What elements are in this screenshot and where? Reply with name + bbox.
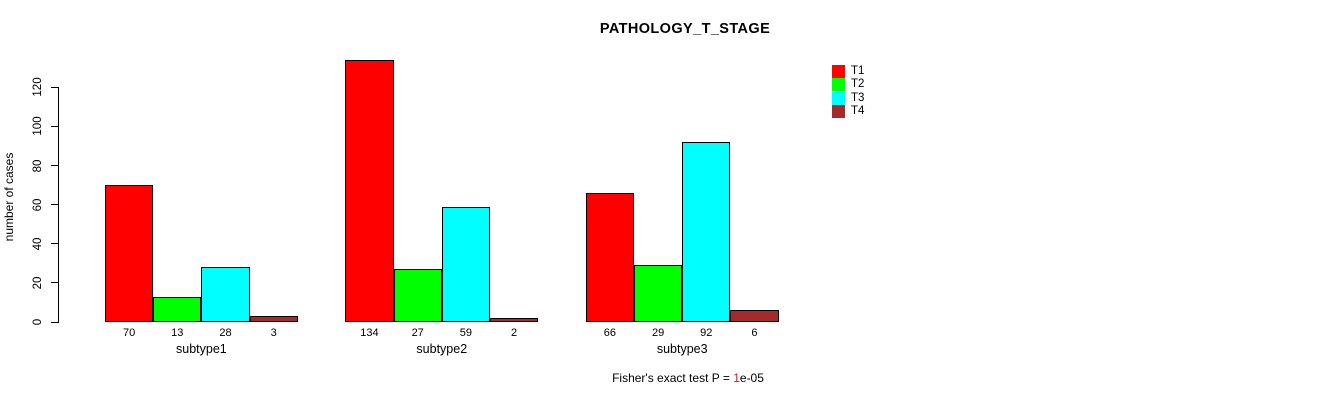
legend-swatch-t1 [832,64,845,78]
bar-t1-subtype3 [585,192,634,322]
y-axis-tick-label: 40 [32,237,44,251]
x-category-label-subtype3: subtype3 [656,342,708,356]
bar-t1-subtype1 [105,185,154,322]
legend-label: T3 [851,91,865,104]
bar-t3-subtype3 [682,142,731,322]
y-axis-tick-label: 0 [32,318,44,326]
bar-value-label: 27 [411,327,424,339]
legend-swatch-t3 [832,91,845,105]
bar-value-label: 92 [700,327,713,339]
bar-t3-subtype2 [441,206,490,322]
y-axis-tick [51,243,58,245]
bar-t4-subtype3 [730,310,779,322]
bar-t4-subtype1 [249,316,298,322]
y-axis-tick-label: 80 [32,159,44,172]
bar-t2-subtype2 [393,269,442,322]
bar-value-label: 59 [459,327,473,339]
bar-value-label: 3 [270,327,277,339]
chart-title: PATHOLOGY_T_STAGE [599,21,771,37]
bar-value-label: 28 [219,327,232,339]
fisher-p-value: 1 [733,371,740,385]
bar-value-label: 29 [651,327,665,339]
y-axis-tick [51,86,58,88]
y-axis-tick [51,125,58,127]
y-axis-tick [51,165,58,166]
bar-value-label: 66 [603,327,617,339]
fisher-note-suffix: e-05 [739,371,764,385]
legend-label: T2 [851,78,865,91]
bar-value-label: 70 [122,327,136,339]
bar-value-label: 2 [511,327,518,339]
y-axis-line [58,87,59,323]
bar-t2-subtype1 [153,296,202,322]
legend-item: T3 [832,91,865,105]
legend-swatch-t4 [832,105,845,119]
legend-item: T2 [832,78,865,92]
bar-value-label: 6 [751,327,758,339]
fisher-test-note: Fisher's exact test P = 1e-05 [612,371,764,385]
y-axis-tick-label: 20 [32,276,44,290]
bar-t1-subtype2 [345,59,394,322]
bar-t2-subtype3 [634,265,683,322]
bar-value-label: 134 [360,327,379,339]
y-axis-tick [51,321,58,323]
x-category-label-subtype1: subtype1 [176,342,227,356]
legend-swatch-t2 [832,78,845,92]
x-category-label-subtype2: subtype2 [416,342,468,356]
y-axis-tick-label: 100 [32,116,44,136]
y-axis-tick [51,282,58,284]
legend-item: T4 [832,105,865,119]
fisher-note-prefix: Fisher's exact test P = [612,371,734,385]
bar-value-label: 13 [171,327,184,339]
legend-item: T1 [832,64,865,78]
bar-t4-subtype2 [490,318,539,322]
legend-label: T4 [851,105,865,118]
y-axis-tick [51,204,58,206]
y-axis-tick-label: 60 [32,198,44,212]
y-axis-tick-label: 120 [32,77,44,97]
legend-label: T1 [851,64,865,77]
bar-t3-subtype1 [201,267,250,322]
